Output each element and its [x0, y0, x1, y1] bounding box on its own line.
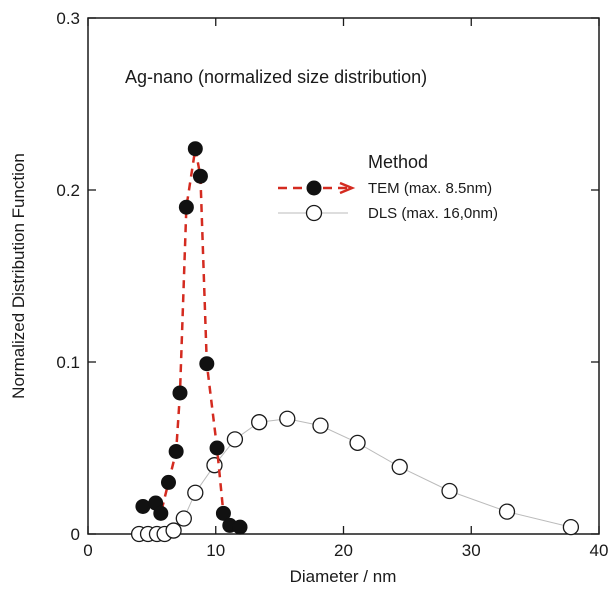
tem-point-10: [209, 440, 225, 456]
dls-point-14: [441, 482, 458, 500]
dls-point-11: [312, 417, 329, 434]
tem-point-3: [160, 474, 176, 490]
legend-tem-marker: [306, 180, 322, 196]
tem-series: [135, 141, 248, 535]
y-tick-label-2: 0.2: [56, 181, 80, 200]
tem-point-7: [187, 141, 203, 157]
dls-point-4: [165, 522, 182, 539]
tem-point-6: [178, 199, 194, 215]
tem-point-9: [199, 356, 215, 372]
legend-dls-marker: [305, 204, 323, 222]
tem-point-5: [172, 385, 188, 401]
chart-annotation: Ag-nano (normalized size distribution): [125, 67, 427, 87]
dls-point-12: [349, 434, 366, 451]
plot-frame: [87, 17, 600, 535]
tem-point-4: [168, 443, 184, 459]
dls-point-16: [562, 518, 580, 536]
legend-dls-label: DLS (max. 16,0nm): [368, 205, 498, 222]
x-tick-label-4: 40: [590, 541, 609, 560]
dls-point-15: [498, 503, 516, 520]
legend-tem-label: TEM (max. 8.5nm): [368, 180, 492, 197]
tem-point-0: [135, 498, 151, 514]
tem-point-2: [153, 505, 169, 521]
dls-point-6: [187, 484, 204, 501]
tem-point-13: [232, 519, 248, 535]
x-axis-title: Diameter / nm: [290, 567, 397, 586]
legend-item-tem: TEM (max. 8.5nm): [278, 180, 492, 197]
dls-point-9: [251, 414, 268, 431]
dls-point-13: [391, 458, 408, 476]
tem-point-8: [192, 168, 208, 184]
legend-item-dls: DLS (max. 16,0nm): [278, 204, 498, 222]
dls-point-5: [175, 510, 192, 527]
axis-ticks: 0 10 20 30 40 0 0.1 0.2 0.3: [56, 9, 608, 560]
legend-tem-arrowhead: [339, 181, 356, 195]
y-tick-label-3: 0.3: [56, 9, 80, 28]
tem-point-11: [215, 505, 231, 521]
x-tick-label-3: 30: [462, 541, 481, 560]
y-axis-title: Normalized Distribution Function: [9, 153, 28, 399]
x-tick-label-0: 0: [83, 541, 92, 560]
y-tick-label-0: 0: [71, 525, 80, 544]
legend: Method TEM (max. 8.5nm) DLS (max. 16,0nm…: [278, 152, 498, 222]
y-tick-label-1: 0.1: [56, 353, 80, 372]
x-tick-label-2: 20: [334, 541, 353, 560]
dls-point-10: [279, 410, 296, 427]
dls-point-8: [226, 431, 244, 448]
legend-title: Method: [368, 152, 428, 172]
dls-series: [130, 410, 580, 543]
x-tick-label-1: 10: [206, 541, 225, 560]
